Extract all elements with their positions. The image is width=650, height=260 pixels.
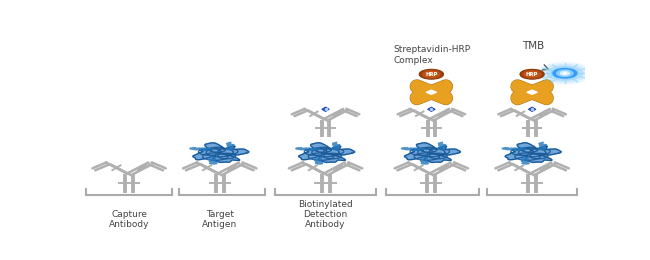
Circle shape <box>551 68 578 79</box>
Circle shape <box>429 73 434 75</box>
Circle shape <box>527 72 538 76</box>
Polygon shape <box>514 85 521 88</box>
Text: Target
Antigen: Target Antigen <box>202 210 237 229</box>
Polygon shape <box>528 107 536 112</box>
Text: A: A <box>429 90 434 95</box>
Polygon shape <box>404 143 460 162</box>
Circle shape <box>556 70 573 76</box>
Polygon shape <box>442 85 450 88</box>
Polygon shape <box>442 97 450 100</box>
Polygon shape <box>413 85 421 88</box>
Polygon shape <box>322 107 330 112</box>
Text: Streptavidin-HRP
Complex: Streptavidin-HRP Complex <box>393 45 471 65</box>
Text: HRP: HRP <box>526 72 538 77</box>
Circle shape <box>426 72 437 76</box>
Circle shape <box>419 69 443 79</box>
Polygon shape <box>413 97 421 100</box>
Text: Biotinylated
Detection
Antibody: Biotinylated Detection Antibody <box>298 200 353 229</box>
Text: HRP: HRP <box>425 72 437 77</box>
Circle shape <box>521 70 543 79</box>
Polygon shape <box>505 143 561 162</box>
Polygon shape <box>527 90 538 94</box>
Circle shape <box>547 66 583 80</box>
Circle shape <box>520 69 544 79</box>
Polygon shape <box>193 143 249 162</box>
Polygon shape <box>543 97 551 100</box>
Circle shape <box>553 69 577 78</box>
Circle shape <box>523 71 541 78</box>
Polygon shape <box>514 97 521 100</box>
Circle shape <box>542 64 588 82</box>
Polygon shape <box>298 143 355 162</box>
Circle shape <box>563 73 567 74</box>
Circle shape <box>560 72 569 75</box>
Text: Capture
Antibody: Capture Antibody <box>109 210 150 229</box>
Circle shape <box>421 70 442 79</box>
Text: TMB: TMB <box>522 41 544 51</box>
Circle shape <box>538 62 592 84</box>
Polygon shape <box>428 107 436 112</box>
Text: A: A <box>530 90 534 95</box>
Circle shape <box>422 71 440 78</box>
Circle shape <box>530 73 535 75</box>
Polygon shape <box>426 90 437 94</box>
Polygon shape <box>543 85 551 88</box>
